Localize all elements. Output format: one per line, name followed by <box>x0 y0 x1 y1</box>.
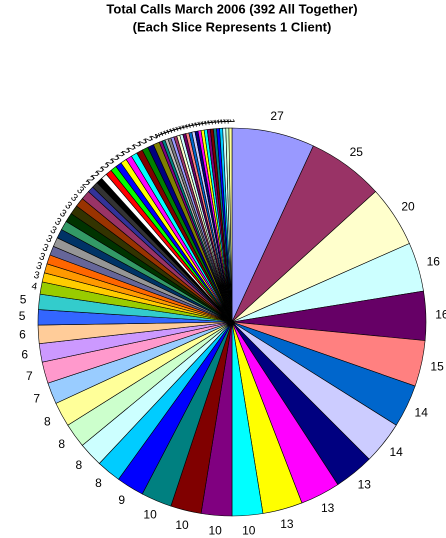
slice-label: 1 <box>155 130 167 139</box>
slice-label: 1 <box>225 118 236 124</box>
slice-label: 3 <box>41 242 51 254</box>
slice-label: 8 <box>75 458 82 472</box>
slice-label: 15 <box>430 359 444 373</box>
slice-label: 1 <box>221 118 232 124</box>
slice-label: 3 <box>38 251 47 263</box>
slice-label: 6 <box>19 328 26 342</box>
slice-label: 2 <box>108 154 120 165</box>
slice-label: 3 <box>68 192 80 204</box>
slice-label: 16 <box>427 254 441 268</box>
slice-label: 10 <box>143 508 157 522</box>
slice-label: 1 <box>196 120 208 128</box>
slice-label: 1 <box>183 122 195 130</box>
slice-label: 1 <box>180 123 192 131</box>
slice-label: 2 <box>147 132 159 142</box>
slice-label: 3 <box>74 185 86 197</box>
pie-slice <box>228 127 233 323</box>
slice-label: 1 <box>192 120 204 128</box>
slice-label: 2 <box>124 144 137 155</box>
slice-label: 3 <box>63 200 74 212</box>
slice-label: 13 <box>280 517 294 531</box>
slice-label: 3 <box>57 208 68 220</box>
slice-label: 7 <box>26 369 33 383</box>
slice-label: 8 <box>95 476 102 490</box>
slice-label: 10 <box>209 523 223 537</box>
slice-label: 3 <box>53 216 64 229</box>
slice-label: 2 <box>119 147 132 158</box>
slice-label: 1 <box>199 120 211 127</box>
slice-label: 1 <box>161 128 173 137</box>
slice-label: 1 <box>202 119 214 126</box>
slice-label: 2 <box>98 161 110 173</box>
slice-label: 2 <box>130 140 143 151</box>
slice-label: 25 <box>350 145 364 159</box>
slice-label: 3 <box>48 225 58 238</box>
slice-label: 9 <box>118 493 125 507</box>
slice-label: 2 <box>80 179 92 191</box>
slice-label: 3 <box>33 270 41 282</box>
slice-label: 1 <box>173 124 185 133</box>
slice-label: 2 <box>142 135 155 145</box>
slice-label: 1 <box>208 119 219 126</box>
slice-label: 16 <box>435 307 446 321</box>
slice-label: 1 <box>167 126 179 135</box>
slice-label: 1 <box>158 129 170 138</box>
slice-label: 13 <box>358 477 372 491</box>
slice-label: 1 <box>186 121 198 129</box>
slice-label: 8 <box>44 414 51 428</box>
chart-subtitle: (Each Slice Represents 1 Client) <box>133 19 332 34</box>
slice-label: 1 <box>205 119 217 126</box>
slice-label: 4 <box>31 281 39 293</box>
slice-label: 2 <box>89 170 101 182</box>
slice-label: 2 <box>136 138 149 148</box>
slice-label: 14 <box>415 405 429 419</box>
slice-label: 2 <box>93 166 105 178</box>
slice-label: 2 <box>103 158 115 169</box>
slice-label: 1 <box>212 119 223 126</box>
slice-label: 20 <box>401 200 415 214</box>
slice-label: 1 <box>164 127 176 136</box>
slice-label: 2 <box>114 150 126 161</box>
slice-label: 13 <box>321 501 335 515</box>
slice-label: 8 <box>58 437 65 451</box>
slice-label: 3 <box>44 233 54 245</box>
slice-label: 3 <box>35 260 44 272</box>
slice-label: 1 <box>218 118 229 124</box>
slice-label: 5 <box>19 309 26 323</box>
slice-label: 5 <box>20 292 27 306</box>
slice-label: 1 <box>189 121 201 129</box>
slice-label: 1 <box>152 131 164 141</box>
slice-label: 14 <box>390 445 404 459</box>
slice-label: 6 <box>21 348 28 362</box>
chart-title: Total Calls March 2006 (392 All Together… <box>106 1 357 16</box>
slice-label: 10 <box>242 523 256 537</box>
slice-label: 7 <box>33 391 40 405</box>
slice-label: 1 <box>215 118 226 125</box>
slice-label: 27 <box>270 109 284 123</box>
slice-label: 1 <box>176 123 188 132</box>
slice-label: 1 <box>170 125 182 134</box>
slice-label: 10 <box>175 518 189 532</box>
